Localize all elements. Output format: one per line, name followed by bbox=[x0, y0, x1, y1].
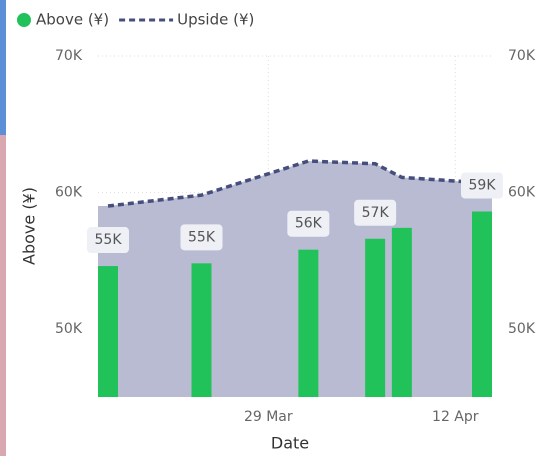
data-label: 59K bbox=[469, 177, 497, 193]
y-axis-title: Above (¥) bbox=[20, 187, 39, 265]
x-tick-label: 29 Mar bbox=[244, 409, 293, 425]
legend-label: Upside (¥) bbox=[177, 11, 254, 29]
area bbox=[98, 161, 492, 397]
y-tick-label: 70K bbox=[55, 48, 83, 64]
bar bbox=[191, 263, 212, 397]
data-label-box bbox=[461, 172, 503, 199]
accent-strip bbox=[0, 135, 6, 456]
legend-label: Above (¥) bbox=[36, 11, 109, 29]
bar bbox=[472, 211, 492, 397]
plot-area bbox=[98, 159, 492, 397]
accent-strip bbox=[0, 0, 6, 135]
y2-tick-label: 70K bbox=[508, 48, 536, 64]
data-label: 57K bbox=[362, 205, 390, 221]
data-label: 55K bbox=[95, 232, 123, 248]
data-label-box bbox=[354, 199, 397, 226]
bar bbox=[391, 227, 412, 397]
legend-swatch bbox=[17, 13, 31, 27]
data-label-box bbox=[180, 224, 223, 251]
bar bbox=[298, 249, 319, 397]
y-tick-label: 60K bbox=[55, 184, 83, 200]
y2-tick-label: 60K bbox=[508, 184, 536, 200]
labels: 55K 55K 56K 57K 59K bbox=[87, 172, 503, 254]
y2-tick-label: 50K bbox=[508, 321, 536, 337]
x-tick-label: 12 Apr bbox=[432, 409, 479, 425]
data-label: 55K bbox=[188, 229, 216, 245]
data-label-box bbox=[287, 210, 330, 237]
x-axis-title: Date bbox=[271, 434, 309, 453]
data-label: 56K bbox=[295, 216, 323, 232]
bar bbox=[365, 238, 386, 397]
bar bbox=[98, 266, 118, 397]
data-label-box bbox=[87, 227, 129, 254]
y-tick-label: 50K bbox=[55, 321, 83, 337]
